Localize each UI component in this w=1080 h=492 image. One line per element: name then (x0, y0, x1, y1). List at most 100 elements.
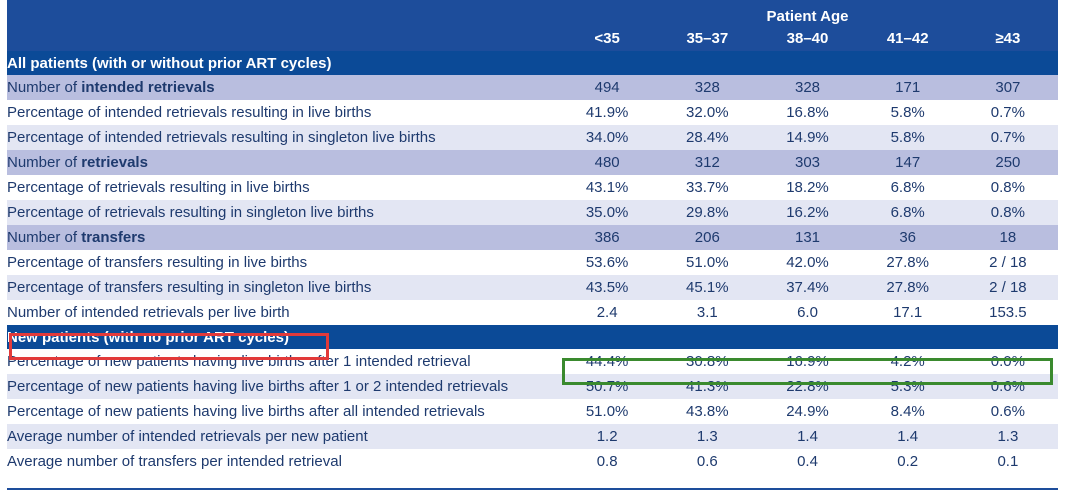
cell-value: 28.4% (657, 125, 758, 150)
table-row: Percentage of new patients having live b… (7, 399, 1058, 424)
table-bottom-rule (7, 488, 1058, 490)
age-col-header: 38–40 (757, 26, 858, 51)
cell-value: 29.8% (657, 200, 758, 225)
cell-value: 2 / 18 (957, 250, 1058, 275)
cell-value: 1.3 (657, 424, 758, 449)
cell-value: 1.3 (957, 424, 1058, 449)
cell-value: 171 (857, 75, 958, 100)
row-label-emphasis: retrievals (81, 154, 148, 171)
cell-value: 30.8% (657, 349, 758, 374)
cell-value: 6.0 (757, 300, 858, 325)
cell-value: 0.7% (957, 125, 1058, 150)
cell-value: 5.8% (857, 100, 958, 125)
cell-value: 36 (857, 225, 958, 250)
cell-value: 153.5 (957, 300, 1058, 325)
cell-value: 1.2 (557, 424, 658, 449)
age-col-header: 35–37 (657, 26, 758, 51)
section-all-patients: All patients (with or without prior ART … (7, 51, 1058, 75)
table-row: Number of intended retrievals per live b… (7, 300, 1058, 325)
table-row: Percentage of new patients having live b… (7, 349, 1058, 374)
cell-value: 45.1% (657, 275, 758, 300)
cell-value: 250 (957, 150, 1058, 175)
cell-value: 44.4% (557, 349, 658, 374)
row-label: Percentage of transfers resulting in sin… (7, 275, 558, 300)
cell-value: 0.7% (957, 100, 1058, 125)
highlight-box-new-patients (9, 333, 329, 360)
header-blank (7, 6, 558, 26)
row-label: Average number of intended retrievals pe… (7, 424, 558, 449)
cell-value: 18 (957, 225, 1058, 250)
cell-value: 386 (557, 225, 658, 250)
row-label: Percentage of intended retrievals result… (7, 100, 558, 125)
cell-value: 37.4% (757, 275, 858, 300)
header-group-row: Patient Age (7, 6, 1058, 26)
highlight-box-first-retrieval-values (562, 358, 1053, 385)
row-label: Number of intended retrievals (7, 75, 558, 100)
cell-value: 24.9% (757, 399, 858, 424)
cell-value: 480 (557, 150, 658, 175)
cell-value: 41.9% (557, 100, 658, 125)
header-top-strip (7, 0, 1058, 6)
header-blank (7, 26, 558, 51)
cell-value: 3.1 (657, 300, 758, 325)
cell-value: 147 (857, 150, 958, 175)
cell-value: 32.0% (657, 100, 758, 125)
table-row: Percentage of transfers resulting in sin… (7, 275, 1058, 300)
cell-value: 33.7% (657, 175, 758, 200)
table-row: Percentage of transfers resulting in liv… (7, 250, 1058, 275)
cell-value: 27.8% (857, 275, 958, 300)
cell-value: 5.8% (857, 125, 958, 150)
row-label: Percentage of new patients having live b… (7, 374, 558, 399)
table-row: Number of retrievals 480 312 303 147 250 (7, 150, 1058, 175)
cell-value: 51.0% (557, 399, 658, 424)
row-label-prefix: Number of (7, 229, 82, 246)
cell-value: 43.8% (657, 399, 758, 424)
section-new-patients: New patients (with no prior ART cycles) (7, 325, 1058, 349)
cell-value: 312 (657, 150, 758, 175)
cell-value: 6.8% (857, 200, 958, 225)
cell-value: 17.1 (857, 300, 958, 325)
cell-value: 16.9% (757, 349, 858, 374)
age-col-header: 41–42 (857, 26, 958, 51)
cell-value: 307 (957, 75, 1058, 100)
age-col-header: ≥43 (957, 26, 1058, 51)
cell-value: 8.4% (857, 399, 958, 424)
table-row: Percentage of retrievals resulting in si… (7, 200, 1058, 225)
cell-value: 18.2% (757, 175, 858, 200)
age-col-header: <35 (557, 26, 658, 51)
row-label-prefix: Number of (7, 154, 82, 171)
cell-value: 27.8% (857, 250, 958, 275)
row-label: Percentage of intended retrievals result… (7, 125, 558, 150)
cell-value: 43.5% (557, 275, 658, 300)
table-row: Average number of transfers per intended… (7, 449, 1058, 474)
cell-value: 53.6% (557, 250, 658, 275)
row-label: Number of retrievals (7, 150, 558, 175)
cell-value: 4.2% (857, 349, 958, 374)
cell-value: 0.0% (957, 349, 1058, 374)
row-label: Percentage of retrievals resulting in li… (7, 175, 558, 200)
row-label-prefix: Number of (7, 79, 82, 96)
cell-value: 328 (757, 75, 858, 100)
cell-value: 0.6% (957, 399, 1058, 424)
row-label-emphasis: intended retrievals (81, 79, 215, 96)
cell-value: 34.0% (557, 125, 658, 150)
table-row: Average number of intended retrievals pe… (7, 424, 1058, 449)
header-age-row: <35 35–37 38–40 41–42 ≥43 (7, 26, 1058, 51)
cell-value: 16.2% (757, 200, 858, 225)
table-row: Percentage of intended retrievals result… (7, 125, 1058, 150)
cell-value: 14.9% (757, 125, 858, 150)
table-row: Number of transfers 386 206 131 36 18 (7, 225, 1058, 250)
cell-value: 35.0% (557, 200, 658, 225)
cell-value: 494 (557, 75, 658, 100)
cell-value: 0.2 (857, 449, 958, 474)
cell-value: 206 (657, 225, 758, 250)
cell-value: 0.8% (957, 175, 1058, 200)
table-row: Percentage of retrievals resulting in li… (7, 175, 1058, 200)
cell-value: 2.4 (557, 300, 658, 325)
cell-value: 0.8 (557, 449, 658, 474)
patient-age-header: Patient Age (557, 6, 1058, 26)
section-title: All patients (with or without prior ART … (7, 51, 1058, 75)
cell-value: 16.8% (757, 100, 858, 125)
row-label: Number of transfers (7, 225, 558, 250)
